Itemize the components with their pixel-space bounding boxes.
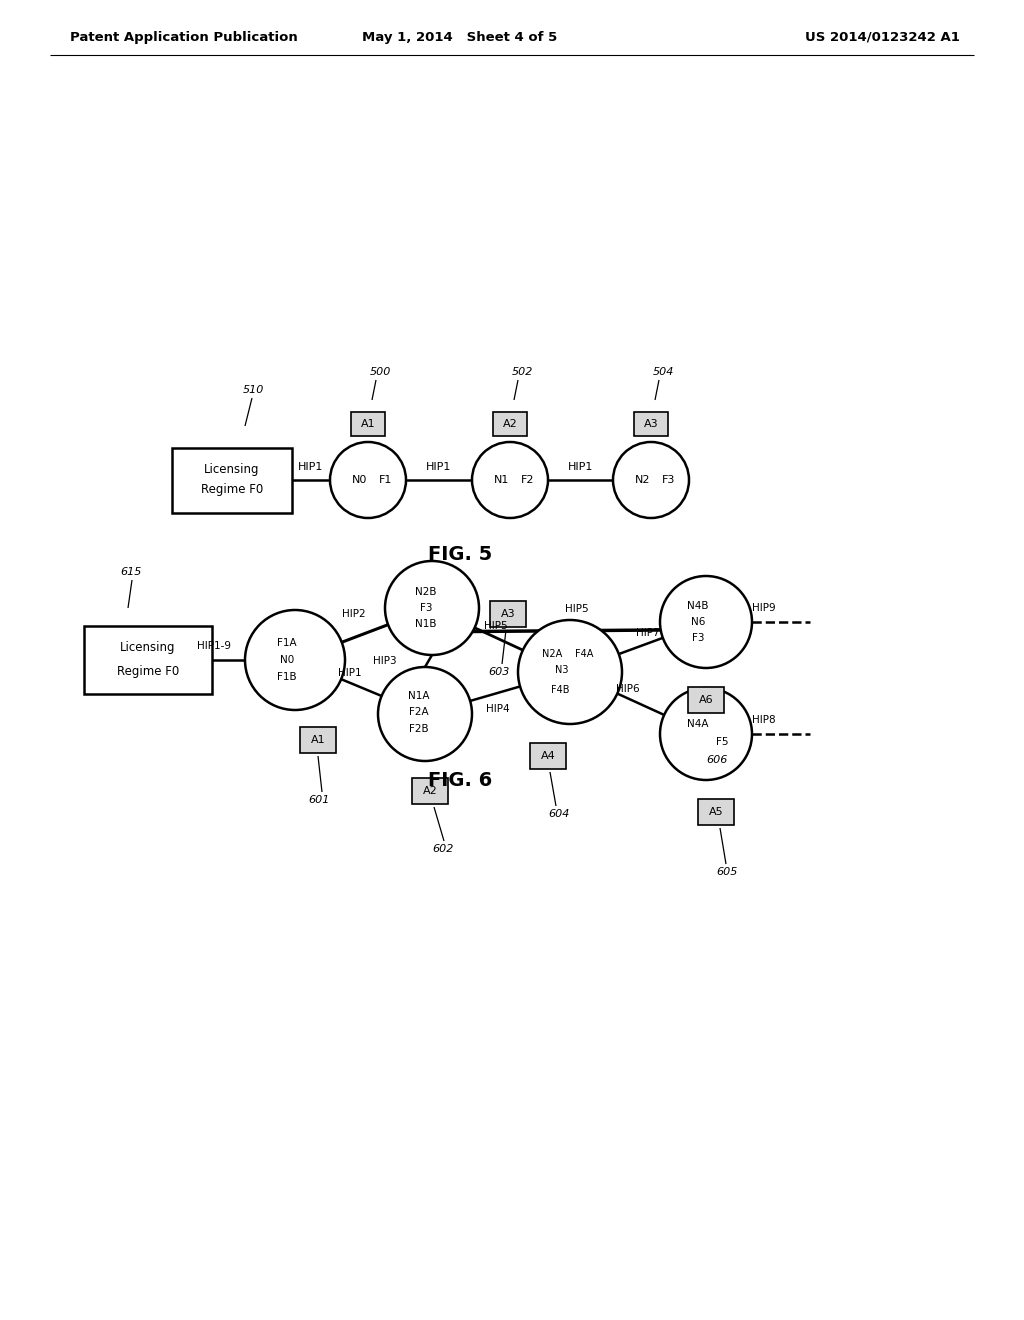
Text: HIP4: HIP4 bbox=[485, 704, 509, 714]
Text: HIP1: HIP1 bbox=[338, 668, 361, 678]
Text: N2B: N2B bbox=[416, 587, 437, 597]
Text: Licensing: Licensing bbox=[204, 463, 260, 477]
Text: HIP1-9: HIP1-9 bbox=[197, 642, 231, 651]
Text: A2: A2 bbox=[503, 418, 517, 429]
Circle shape bbox=[660, 688, 752, 780]
Text: May 1, 2014   Sheet 4 of 5: May 1, 2014 Sheet 4 of 5 bbox=[362, 30, 558, 44]
Circle shape bbox=[518, 620, 622, 723]
Text: N0: N0 bbox=[280, 655, 294, 665]
Text: Regime F0: Regime F0 bbox=[117, 665, 179, 678]
Circle shape bbox=[245, 610, 345, 710]
FancyBboxPatch shape bbox=[84, 626, 212, 694]
FancyBboxPatch shape bbox=[412, 777, 449, 804]
Circle shape bbox=[385, 561, 479, 655]
FancyBboxPatch shape bbox=[351, 412, 385, 436]
Text: 605: 605 bbox=[716, 867, 737, 876]
FancyBboxPatch shape bbox=[493, 412, 527, 436]
Text: A1: A1 bbox=[310, 735, 326, 744]
Text: N2A: N2A bbox=[542, 649, 562, 659]
Text: F1: F1 bbox=[379, 475, 392, 484]
Text: N4A: N4A bbox=[687, 719, 709, 729]
Text: HIP1: HIP1 bbox=[568, 462, 593, 473]
Text: F5: F5 bbox=[716, 737, 728, 747]
Text: US 2014/0123242 A1: US 2014/0123242 A1 bbox=[805, 30, 961, 44]
Text: F3: F3 bbox=[420, 603, 432, 612]
Text: HIP2: HIP2 bbox=[342, 609, 366, 619]
Text: N1A: N1A bbox=[409, 690, 430, 701]
Text: A3: A3 bbox=[501, 609, 515, 619]
FancyBboxPatch shape bbox=[688, 686, 724, 713]
Text: F3: F3 bbox=[663, 475, 676, 484]
Text: F4B: F4B bbox=[551, 685, 569, 696]
Text: F1B: F1B bbox=[278, 672, 297, 682]
Text: A1: A1 bbox=[360, 418, 376, 429]
Text: HIP8: HIP8 bbox=[753, 715, 776, 725]
Text: A6: A6 bbox=[698, 696, 714, 705]
Text: N4B: N4B bbox=[687, 601, 709, 611]
Text: HIP5: HIP5 bbox=[565, 603, 589, 614]
Text: A2: A2 bbox=[423, 785, 437, 796]
Text: A4: A4 bbox=[541, 751, 555, 762]
Text: 606: 606 bbox=[706, 755, 727, 766]
Text: N1B: N1B bbox=[416, 619, 437, 630]
Text: F3: F3 bbox=[692, 634, 705, 643]
FancyBboxPatch shape bbox=[634, 412, 668, 436]
FancyBboxPatch shape bbox=[490, 601, 526, 627]
Text: HIP1: HIP1 bbox=[298, 462, 324, 473]
Text: N3: N3 bbox=[555, 665, 568, 675]
FancyBboxPatch shape bbox=[172, 447, 292, 512]
Text: 502: 502 bbox=[512, 367, 534, 378]
Text: HIP9: HIP9 bbox=[753, 603, 776, 612]
Text: N1: N1 bbox=[495, 475, 510, 484]
Text: 601: 601 bbox=[308, 795, 330, 805]
Text: HIP1: HIP1 bbox=[426, 462, 452, 473]
Text: 604: 604 bbox=[548, 809, 569, 818]
Text: 615: 615 bbox=[120, 568, 141, 577]
Circle shape bbox=[472, 442, 548, 517]
Text: F2: F2 bbox=[521, 475, 535, 484]
Text: HIP6: HIP6 bbox=[616, 684, 640, 694]
FancyBboxPatch shape bbox=[530, 743, 566, 770]
Circle shape bbox=[330, 442, 406, 517]
Text: F2B: F2B bbox=[410, 723, 429, 734]
Text: HIP3: HIP3 bbox=[373, 656, 397, 667]
Text: FIG. 5: FIG. 5 bbox=[428, 545, 493, 565]
Text: A5: A5 bbox=[709, 807, 723, 817]
FancyBboxPatch shape bbox=[300, 727, 336, 752]
Text: Patent Application Publication: Patent Application Publication bbox=[70, 30, 298, 44]
Text: HIP5: HIP5 bbox=[484, 620, 508, 631]
Circle shape bbox=[613, 442, 689, 517]
Text: N0: N0 bbox=[352, 475, 368, 484]
Text: N6: N6 bbox=[691, 616, 706, 627]
Text: F1A: F1A bbox=[278, 638, 297, 648]
Circle shape bbox=[660, 576, 752, 668]
Text: F2A: F2A bbox=[410, 708, 429, 717]
Text: 603: 603 bbox=[488, 667, 509, 677]
Text: Regime F0: Regime F0 bbox=[201, 483, 263, 496]
Text: 602: 602 bbox=[432, 843, 454, 854]
Text: HIP7: HIP7 bbox=[636, 628, 659, 638]
Text: 510: 510 bbox=[243, 385, 264, 395]
Text: 500: 500 bbox=[370, 367, 391, 378]
Text: 504: 504 bbox=[653, 367, 675, 378]
Text: Licensing: Licensing bbox=[120, 642, 176, 655]
Text: F4A: F4A bbox=[574, 649, 593, 659]
Circle shape bbox=[378, 667, 472, 762]
Text: FIG. 6: FIG. 6 bbox=[428, 771, 493, 789]
FancyBboxPatch shape bbox=[698, 799, 734, 825]
Text: N2: N2 bbox=[635, 475, 650, 484]
Text: A3: A3 bbox=[644, 418, 658, 429]
